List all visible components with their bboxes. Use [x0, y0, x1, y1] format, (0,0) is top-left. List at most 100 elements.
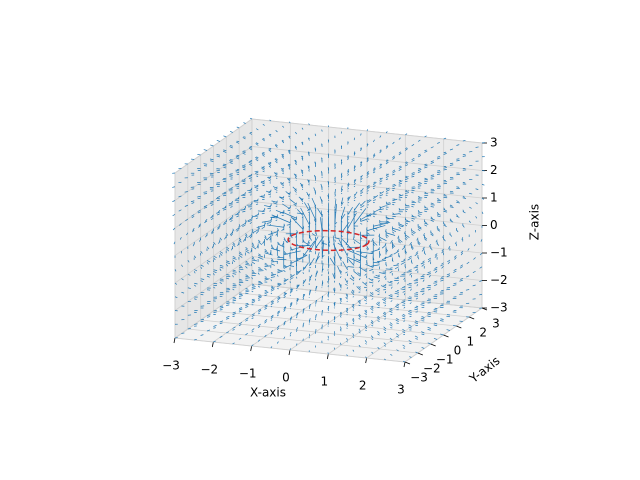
field-arrow	[204, 219, 208, 222]
field-arrow	[231, 247, 233, 251]
field	[172, 117, 485, 363]
field-arrow	[443, 224, 447, 227]
field-arrow	[347, 245, 349, 249]
field-arrow	[257, 326, 261, 329]
field-arrow	[200, 266, 203, 269]
field-arrow	[449, 164, 454, 166]
field-arrow	[383, 275, 387, 278]
field-arrow	[366, 157, 369, 161]
field-arrow	[402, 328, 406, 332]
field-arrow	[242, 152, 246, 155]
field-arrow	[427, 271, 431, 274]
field-arrow	[469, 192, 473, 195]
tick-mark	[469, 316, 475, 320]
field-arrow	[441, 276, 444, 278]
field-arrow	[178, 195, 182, 198]
field-arrow	[403, 244, 406, 248]
field-arrow	[411, 233, 414, 236]
field-arrow	[475, 216, 478, 219]
field-arrow	[373, 185, 376, 188]
field-arrow	[360, 218, 367, 222]
field-arrow	[385, 268, 393, 270]
field-arrow	[397, 235, 400, 239]
field-arrow	[353, 210, 357, 213]
field-arrow	[222, 150, 227, 153]
field-arrow	[333, 288, 336, 293]
field-arrow	[411, 176, 415, 178]
field-arrow	[308, 137, 310, 139]
field-arrow	[191, 215, 195, 219]
field-arrow	[456, 159, 460, 162]
field-arrow	[274, 144, 278, 148]
field-arrow	[277, 228, 280, 232]
field-arrow	[235, 157, 240, 160]
field-arrow	[216, 199, 220, 201]
field-arrow	[261, 220, 272, 223]
field-arrow	[185, 218, 189, 222]
field-arrow	[424, 236, 428, 240]
field-arrow	[415, 351, 418, 354]
field-arrow	[270, 279, 272, 282]
field-arrow	[248, 233, 252, 238]
field-arrow	[371, 319, 374, 323]
field-arrow	[405, 218, 409, 222]
field-arrow	[379, 205, 386, 209]
field-arrow	[258, 256, 264, 260]
field-arrow	[322, 242, 327, 245]
field-arrow	[435, 270, 438, 274]
field-arrow	[320, 210, 323, 218]
field-arrow	[373, 276, 380, 279]
field-arrow	[404, 222, 408, 225]
field-arrow	[372, 229, 375, 232]
field-arrow	[405, 192, 410, 194]
field-arrow	[289, 177, 291, 180]
field-arrow	[203, 205, 208, 208]
field-arrow	[267, 176, 272, 180]
field-arrow	[200, 264, 204, 267]
field-arrow	[384, 304, 387, 307]
field-arrow	[268, 165, 272, 168]
field-arrow	[278, 196, 284, 201]
field-arrow	[307, 165, 310, 169]
tick-mark	[443, 334, 449, 338]
field-arrow	[414, 293, 419, 295]
field-arrow	[405, 189, 407, 192]
field-arrow	[277, 269, 282, 272]
field-arrow	[334, 180, 336, 183]
field-arrow	[251, 215, 254, 218]
field-arrow	[235, 185, 240, 187]
field-arrow	[289, 294, 291, 296]
field-arrow	[296, 313, 299, 317]
field-arrow	[376, 288, 380, 291]
field-arrow	[371, 284, 374, 287]
field-arrow	[232, 228, 235, 232]
field-arrow	[347, 169, 349, 173]
field-arrow	[277, 296, 281, 300]
field-arrow	[417, 228, 421, 232]
field-arrow	[383, 328, 387, 332]
field-arrow	[197, 211, 201, 214]
field-arrow	[353, 255, 355, 259]
field-arrow	[468, 206, 472, 209]
field-arrow	[389, 270, 393, 274]
field-arrow	[456, 186, 460, 188]
field-arrow	[398, 168, 402, 171]
field-arrow	[288, 136, 291, 139]
field-arrow	[242, 151, 246, 154]
field-arrow	[366, 247, 368, 251]
field-arrow	[302, 272, 304, 274]
field-arrow	[392, 203, 395, 206]
field-arrow	[446, 275, 451, 278]
field-arrow	[213, 286, 216, 289]
field-arrow	[427, 342, 431, 345]
field-arrow	[309, 274, 313, 280]
field-arrow	[391, 245, 395, 248]
field-arrow	[283, 322, 286, 326]
field-arrow	[379, 236, 387, 242]
field-arrow	[219, 322, 223, 325]
field-arrow	[372, 171, 376, 174]
field-arrow	[213, 300, 216, 302]
field-arrow	[345, 271, 348, 274]
field-arrow	[210, 144, 214, 147]
field-arrow	[347, 182, 350, 186]
